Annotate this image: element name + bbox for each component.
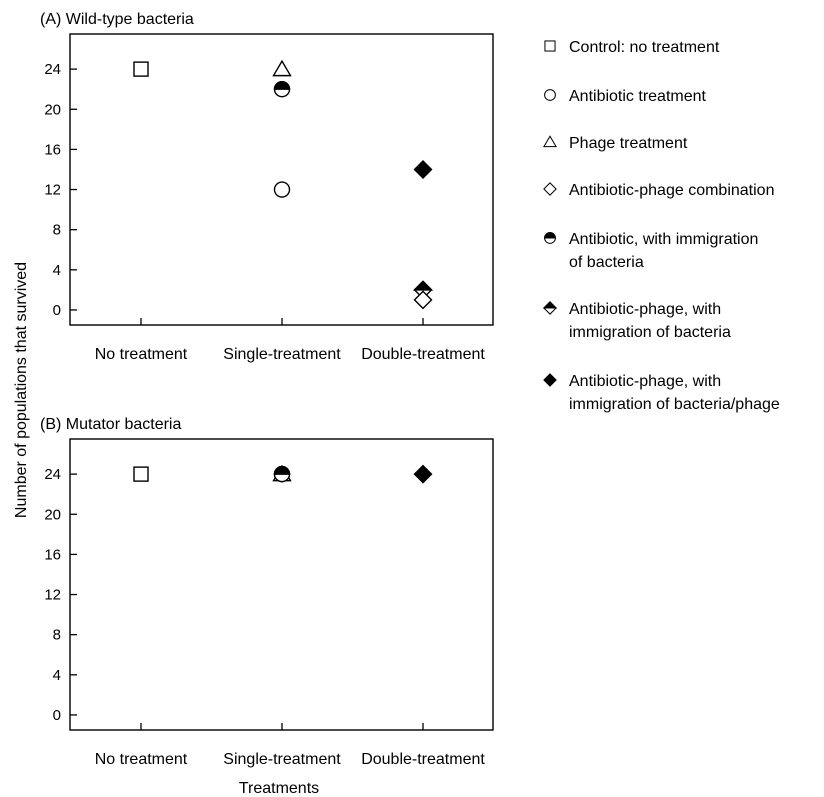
y-tick-label: 0: [53, 707, 61, 724]
legend-label: immigration of bacteria/phage: [569, 396, 780, 413]
y-tick-label: 0: [53, 302, 61, 319]
y-axis-title: Number of populations that survived: [13, 262, 30, 518]
y-tick-label: 16: [44, 141, 61, 158]
y-tick-label: 20: [44, 506, 61, 523]
legend-item: Antibiotic treatment: [544, 88, 707, 105]
y-tick-label: 12: [44, 587, 61, 604]
legend-marker-diamond-open: [543, 182, 557, 196]
y-tick-label: 12: [44, 182, 61, 199]
point-diamond-open: [413, 290, 433, 310]
y-tick-label: 20: [44, 101, 61, 118]
y-tick-label: 24: [44, 466, 61, 483]
legend-item: Phage treatment: [543, 135, 688, 152]
legend-marker-triangle-open: [543, 135, 557, 148]
point-triangle-open: [272, 59, 292, 77]
x-tick-label: Double-treatment: [361, 751, 485, 768]
point-diamond-filled: [413, 464, 433, 484]
point-circle-half: [273, 465, 291, 483]
legend-item: Antibiotic-phage combination: [543, 182, 774, 199]
legend-marker-square-open: [544, 40, 556, 52]
x-tick-label: Single-treatment: [223, 346, 341, 363]
legend-item: Antibiotic-phage, with immigration of bac…: [543, 373, 780, 413]
panel-title: (A) Wild-type bacteria: [40, 11, 194, 28]
x-tick-label: Single-treatment: [223, 751, 341, 768]
point-square-open: [133, 61, 149, 77]
y-tick-label: 16: [44, 546, 61, 563]
plot-frame: [69, 438, 494, 731]
panel-title: (B) Mutator bacteria: [40, 416, 181, 433]
legend-label: immigration of bacteria: [569, 324, 731, 341]
legend-label: of bacteria: [569, 254, 644, 271]
y-tick-label: 4: [53, 262, 61, 279]
y-tick-label: 8: [53, 627, 61, 644]
legend-label: Antibiotic-phage combination: [569, 182, 774, 199]
legend-label: Antibiotic, with immigration: [569, 231, 758, 248]
legend-label: Phage treatment: [569, 135, 688, 152]
point-circle-open: [273, 181, 291, 198]
legend-label: Antibiotic-phage, with: [569, 301, 721, 318]
panels: (A) Wild-type bacteria 0 4 8 12 16 20 24 No trea…: [40, 11, 494, 768]
y-tick-label: 4: [53, 667, 61, 684]
legend-label: Control: no treatment: [569, 39, 720, 56]
legend-item: Antibiotic-phage, with immigration of bac…: [542, 301, 731, 341]
legend-marker-diamond-filled: [543, 373, 557, 387]
point-circle-half: [273, 80, 291, 98]
legend-label: Antibiotic treatment: [569, 88, 707, 105]
legend-item: Control: no treatment: [544, 39, 720, 56]
y-tick-label: 8: [53, 222, 61, 239]
x-tick-label: No treatment: [95, 346, 188, 363]
x-axis-title: Treatments: [239, 780, 319, 797]
x-tick-label: Double-treatment: [361, 346, 485, 363]
legend-label: Antibiotic-phage, with: [569, 373, 721, 390]
y-tick-label: 24: [44, 61, 61, 78]
legend-marker-diamond-half: [542, 301, 558, 315]
panel-a: (A) Wild-type bacteria 0 4 8 12 16 20 24 No trea…: [40, 11, 494, 363]
point-diamond-half: [412, 280, 434, 300]
legend-marker-circle-open: [544, 89, 556, 101]
legend-marker-circle-half: [544, 232, 556, 244]
panel-b: (B) Mutator bacteria 0 4 8 12 16 20 24 No treatm…: [40, 416, 494, 768]
point-diamond-filled: [413, 159, 433, 179]
x-tick-label: No treatment: [95, 751, 188, 768]
plot-frame: [69, 33, 494, 326]
point-square-open: [133, 466, 149, 482]
legend: Control: no treatment Antibiotic treatmen…: [542, 39, 780, 413]
legend-item: Antibiotic, with immigration of bacteria: [544, 231, 758, 271]
